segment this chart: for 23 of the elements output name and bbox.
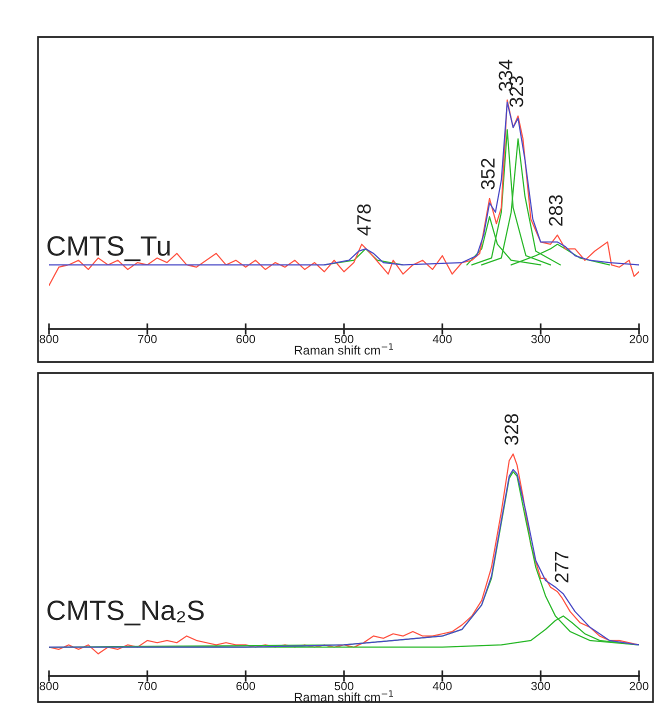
annotation: CMTS_Na₂S (47, 600, 204, 626)
x-tick-label: 400 (432, 682, 452, 690)
annotation: 352 (480, 158, 495, 190)
x-tick-label: 700 (138, 334, 157, 344)
annotation: 277 (554, 552, 568, 582)
x-tick-label: 600 (236, 682, 256, 690)
annotation: 283 (548, 195, 563, 226)
x-tick-label: 500 (334, 334, 354, 344)
annotation: 328 (504, 414, 518, 445)
x-tick-label: 400 (432, 334, 452, 344)
x-tick-label: 200 (630, 682, 648, 690)
x-tick-label: 300 (531, 682, 550, 690)
annotation: 478 (357, 204, 371, 236)
annotation: CMTS_Tu (47, 236, 170, 262)
x-tick-label: 800 (40, 682, 58, 690)
x-tick-label: 300 (531, 334, 550, 344)
x-tick-label: 600 (236, 334, 256, 344)
x-tick-label: 800 (40, 334, 58, 344)
x-axis-title: Raman shift cm$^{−1}$ (294, 343, 393, 355)
x-tick-label: 500 (334, 682, 354, 690)
x-tick-label: 200 (630, 334, 648, 344)
x-tick-label: 700 (138, 682, 157, 690)
x-axis-title: Raman shift cm$^{−1}$ (294, 690, 393, 702)
